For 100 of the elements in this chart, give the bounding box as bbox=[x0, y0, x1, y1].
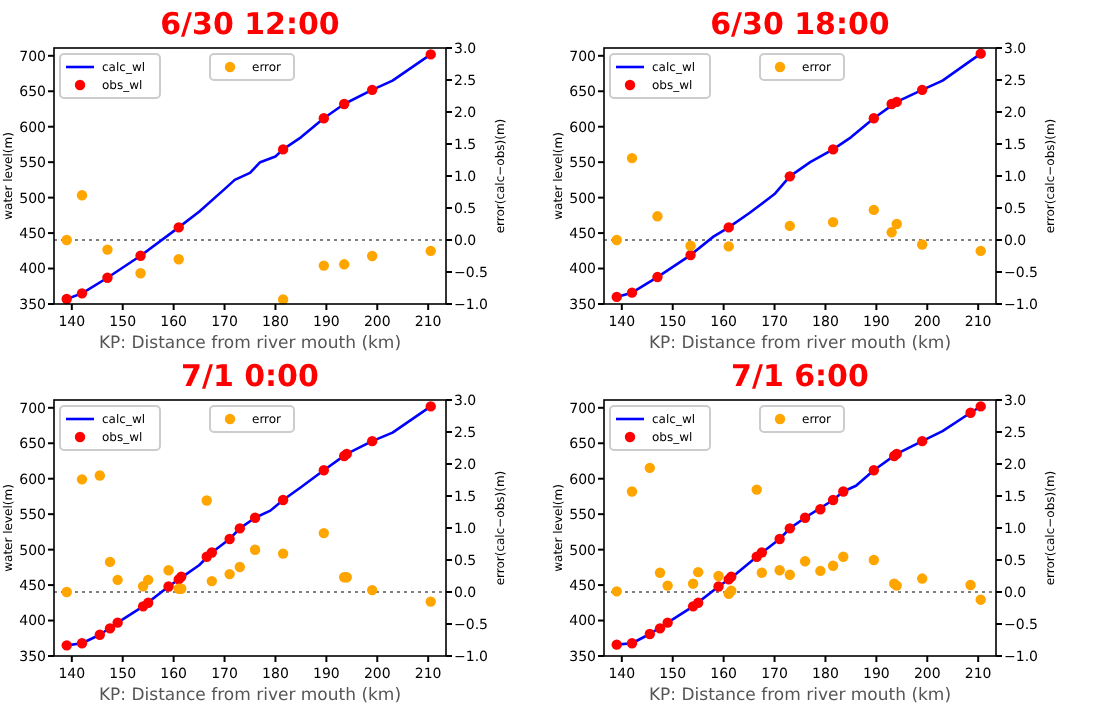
point bbox=[891, 96, 902, 108]
point bbox=[102, 244, 113, 255]
point bbox=[206, 547, 218, 558]
chart-title: 6/30 12:00 bbox=[160, 6, 340, 42]
point bbox=[611, 586, 622, 597]
point bbox=[112, 574, 123, 586]
x-axis-title: KP: Distance from river mouth (km) bbox=[648, 686, 952, 706]
point bbox=[975, 245, 986, 257]
point bbox=[662, 617, 673, 628]
chart-title: 7/1 6:00 bbox=[731, 358, 869, 394]
point bbox=[975, 48, 986, 59]
point bbox=[224, 568, 235, 580]
point bbox=[61, 586, 72, 598]
point bbox=[916, 573, 928, 584]
point bbox=[249, 512, 261, 523]
point bbox=[234, 523, 246, 534]
point bbox=[644, 628, 656, 640]
point bbox=[916, 239, 928, 250]
point bbox=[173, 222, 184, 233]
point bbox=[234, 561, 246, 573]
point bbox=[916, 435, 928, 447]
point bbox=[654, 623, 666, 634]
point bbox=[104, 623, 116, 634]
point bbox=[76, 638, 88, 649]
point bbox=[868, 204, 880, 216]
point bbox=[626, 486, 638, 497]
point bbox=[774, 565, 785, 576]
point bbox=[142, 597, 154, 609]
point bbox=[626, 287, 638, 298]
chart-title: 6/30 18:00 bbox=[710, 6, 890, 42]
point bbox=[425, 245, 436, 257]
point bbox=[366, 250, 378, 262]
point bbox=[975, 401, 986, 412]
point bbox=[425, 49, 436, 60]
point bbox=[318, 527, 330, 539]
point bbox=[224, 533, 235, 545]
point bbox=[76, 474, 88, 485]
point bbox=[756, 547, 768, 558]
point bbox=[838, 551, 849, 562]
point bbox=[799, 556, 811, 567]
point bbox=[685, 249, 696, 261]
point bbox=[692, 597, 704, 609]
point bbox=[163, 565, 174, 576]
point bbox=[723, 241, 734, 252]
point bbox=[277, 494, 289, 506]
point bbox=[104, 556, 116, 568]
point bbox=[756, 567, 768, 578]
point bbox=[249, 544, 261, 555]
point bbox=[692, 566, 704, 578]
point bbox=[685, 240, 696, 251]
point bbox=[868, 113, 880, 124]
point bbox=[201, 495, 212, 506]
point bbox=[644, 462, 656, 474]
point bbox=[975, 594, 986, 605]
point bbox=[94, 629, 106, 640]
point bbox=[723, 222, 734, 233]
point bbox=[61, 293, 72, 305]
point bbox=[965, 579, 976, 591]
point bbox=[94, 470, 106, 481]
point bbox=[799, 512, 811, 523]
point bbox=[611, 234, 622, 246]
point bbox=[886, 227, 897, 238]
point bbox=[366, 435, 378, 447]
point bbox=[751, 484, 762, 495]
point bbox=[713, 570, 724, 582]
point bbox=[827, 144, 839, 155]
point bbox=[61, 234, 72, 246]
point bbox=[76, 190, 88, 201]
point bbox=[784, 523, 796, 534]
point bbox=[827, 560, 839, 571]
point bbox=[112, 617, 123, 628]
point bbox=[687, 578, 699, 589]
point bbox=[784, 569, 796, 580]
point bbox=[784, 171, 796, 182]
point bbox=[965, 407, 976, 418]
point bbox=[868, 554, 880, 566]
point bbox=[318, 113, 330, 124]
point bbox=[425, 401, 436, 412]
point bbox=[277, 548, 289, 559]
point bbox=[838, 486, 849, 497]
point bbox=[784, 220, 796, 232]
x-axis-title: KP: Distance from river mouth (km) bbox=[98, 334, 402, 354]
point bbox=[135, 268, 146, 279]
point bbox=[318, 260, 330, 271]
point bbox=[338, 98, 350, 110]
point bbox=[713, 581, 724, 592]
point bbox=[611, 291, 622, 303]
chart-title: 7/1 0:00 bbox=[181, 358, 319, 394]
point bbox=[425, 596, 436, 607]
point bbox=[827, 216, 839, 228]
point bbox=[338, 259, 350, 270]
point bbox=[142, 574, 154, 586]
point bbox=[626, 638, 638, 649]
point bbox=[206, 575, 218, 587]
point bbox=[135, 250, 146, 261]
x-axis-title: KP: Distance from river mouth (km) bbox=[648, 334, 952, 354]
point bbox=[366, 584, 378, 596]
x-axis-title: KP: Distance from river mouth (km) bbox=[98, 686, 402, 706]
point bbox=[173, 254, 184, 265]
point bbox=[626, 152, 638, 164]
